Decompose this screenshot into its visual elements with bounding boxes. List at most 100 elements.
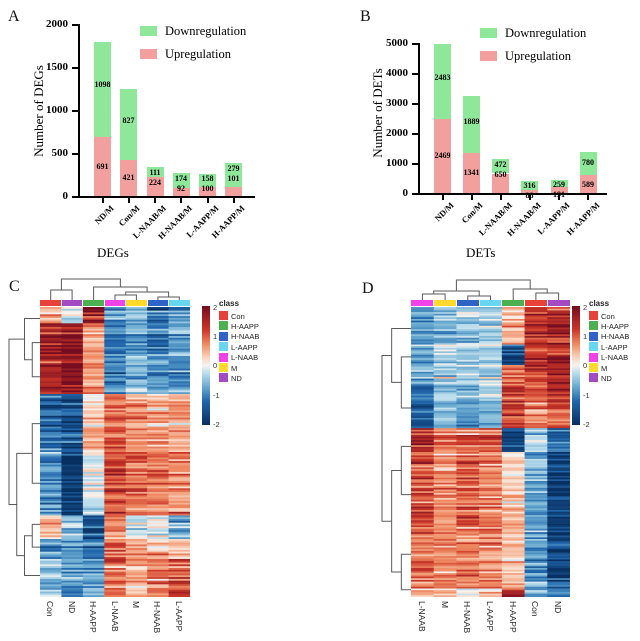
bar-down-segment <box>521 180 538 191</box>
panel-d-letter: D <box>362 280 374 297</box>
bar-down-segment <box>94 42 111 137</box>
y-tick-label: 1000 <box>46 104 68 116</box>
panel-a-plot-area: 0 500 1000 1500 2000 1098 691 ND/M 827 421 Con/M 11… <box>0 0 320 272</box>
class-legend-swatch-con <box>219 311 228 320</box>
x-tick-mark <box>154 198 156 203</box>
panel-d: D class L-NAAB M H-NAAB L-AAPP H-AAPP Con ND 2 1… <box>320 272 640 641</box>
class-annotation-con <box>525 300 548 306</box>
class-legend-label: ND <box>601 373 612 383</box>
downregulation-swatch <box>140 26 157 36</box>
bar-down-segment <box>492 159 509 174</box>
bar-up-segment <box>579 175 597 193</box>
column-class-annotation-bar <box>40 300 191 306</box>
y-tick-mark <box>412 133 418 135</box>
heatmap-column-label: H-AAPP <box>507 601 518 633</box>
class-annotation-nd <box>548 300 571 306</box>
bar-down-value: 780 <box>582 157 594 167</box>
colorbar-tick-label: -2 <box>583 419 590 429</box>
bar-down-value: 1889 <box>463 117 480 127</box>
class-legend-label: H-AAPP <box>231 321 259 331</box>
panel-a-legend-down: Downregulation <box>140 24 246 39</box>
bar-up-segment <box>94 136 111 196</box>
bar-up-value: 191 <box>539 190 579 199</box>
bar-down-segment <box>463 96 480 153</box>
y-tick-mark <box>72 110 78 112</box>
class-annotation-l-aapp <box>169 300 191 306</box>
bar-up-value: 2469 <box>434 151 451 161</box>
bar-down-value: 259 <box>553 180 565 189</box>
bar-up-segment <box>225 187 242 196</box>
colorbar-tick-label: 0 <box>583 361 588 371</box>
heatmap-column-label: L-NAAB <box>416 601 427 632</box>
class-legend-swatch-l-naab <box>589 352 598 362</box>
x-tick-mark <box>101 198 104 203</box>
heatmap-column-label: L-AAPP <box>173 601 184 632</box>
panel-a-letter: A <box>8 8 20 25</box>
y-tick-mark <box>72 153 78 155</box>
colorbar <box>202 306 210 425</box>
bar-up-segment <box>120 159 137 196</box>
panel-b-letter: B <box>360 8 371 25</box>
class-legend-swatch-h-naab <box>589 331 598 341</box>
column-dendrogram <box>50 278 180 300</box>
class-legend-label: L-AAPP <box>601 342 628 352</box>
bar-down-segment <box>120 88 137 160</box>
class-legend-label: Con <box>601 311 615 321</box>
colorbar-tick-label: -1 <box>213 390 220 400</box>
heatmap-column-label: H-NAAB <box>152 601 163 634</box>
bar-up-segment <box>521 190 538 193</box>
bar-down-segment <box>146 167 164 177</box>
heatmap-canvas <box>411 307 570 597</box>
bar-up-segment <box>492 173 509 193</box>
x-axis-line <box>417 193 607 195</box>
panel-d-heatmap-area: L-NAAB M H-NAAB L-AAPP H-AAPP Con ND 2 1 0 -1 -2 Con… <box>320 272 640 641</box>
bar-up-value: 224 <box>149 177 161 187</box>
bar-down-value: 316 <box>523 181 536 191</box>
colorbar-tick-label: 0 <box>213 361 218 371</box>
row-dendrogram <box>8 318 40 577</box>
y-tick-label: 1000 <box>386 157 408 169</box>
bar-up-value: 650 <box>494 169 507 179</box>
heatmap-column-label: Con <box>530 601 541 617</box>
class-annotation-m <box>126 300 147 306</box>
class-legend-label: L-NAAB <box>601 353 629 363</box>
bar-up-segment <box>550 187 568 193</box>
class-annotation-h-naab <box>147 300 169 306</box>
panel-b-x-axis-title: DETs <box>466 245 496 260</box>
class-legend-swatch-h-aapp <box>219 321 228 331</box>
y-axis-line <box>78 24 80 198</box>
class-legend-label: ND <box>231 373 242 383</box>
heatmap-column-label: L-AAPP <box>485 601 495 632</box>
panel-a: A Number of DEGs Downregulation Upregula… <box>0 0 320 272</box>
bar-down-value: 174 <box>175 173 187 183</box>
bar-up-segment <box>434 118 451 193</box>
colorbar-tick-label: -2 <box>213 419 220 429</box>
y-tick-label: 5000 <box>386 37 408 49</box>
y-tick-mark <box>72 24 78 26</box>
y-tick-label: 500 <box>51 147 69 159</box>
x-tick-mark <box>180 198 182 203</box>
x-category-label: ND/M <box>432 200 456 224</box>
class-legend-label: M <box>231 363 238 373</box>
class-annotation-nd <box>61 300 83 306</box>
bar-down-segment <box>579 151 597 176</box>
y-tick-label: 0 <box>62 190 69 202</box>
x-tick-mark <box>470 195 473 200</box>
y-tick-label: 1500 <box>46 61 68 73</box>
panel-c: C class Con ND H-AAPP L-NAAB M H-NAAB L-AAPP 2 1… <box>0 272 320 641</box>
class-legend-swatch-nd <box>589 373 598 383</box>
bar-down-segment <box>225 163 242 188</box>
panel-b-plot-area: 0 1000 2000 3000 4000 5000 2483 2469 ND/M 1889 134… <box>320 0 640 272</box>
class-annotation-l-naab <box>104 300 126 306</box>
panel-c-letter: C <box>9 278 20 295</box>
y-tick-label: 2000 <box>46 18 68 30</box>
bar-up-value: 92 <box>177 183 185 193</box>
bar-up-value: 1341 <box>463 168 480 178</box>
panel-c-heatmap-area: Con ND H-AAPP L-NAAB M H-NAAB L-AAPP 2 1 0 -1 -2 Con… <box>0 272 320 641</box>
colorbar <box>572 306 580 425</box>
row-dendrogram <box>381 327 411 591</box>
bar-up-value: 589 <box>582 179 594 189</box>
class-annotation-l-naab <box>411 300 433 306</box>
class-annotation-h-naab <box>456 300 479 306</box>
